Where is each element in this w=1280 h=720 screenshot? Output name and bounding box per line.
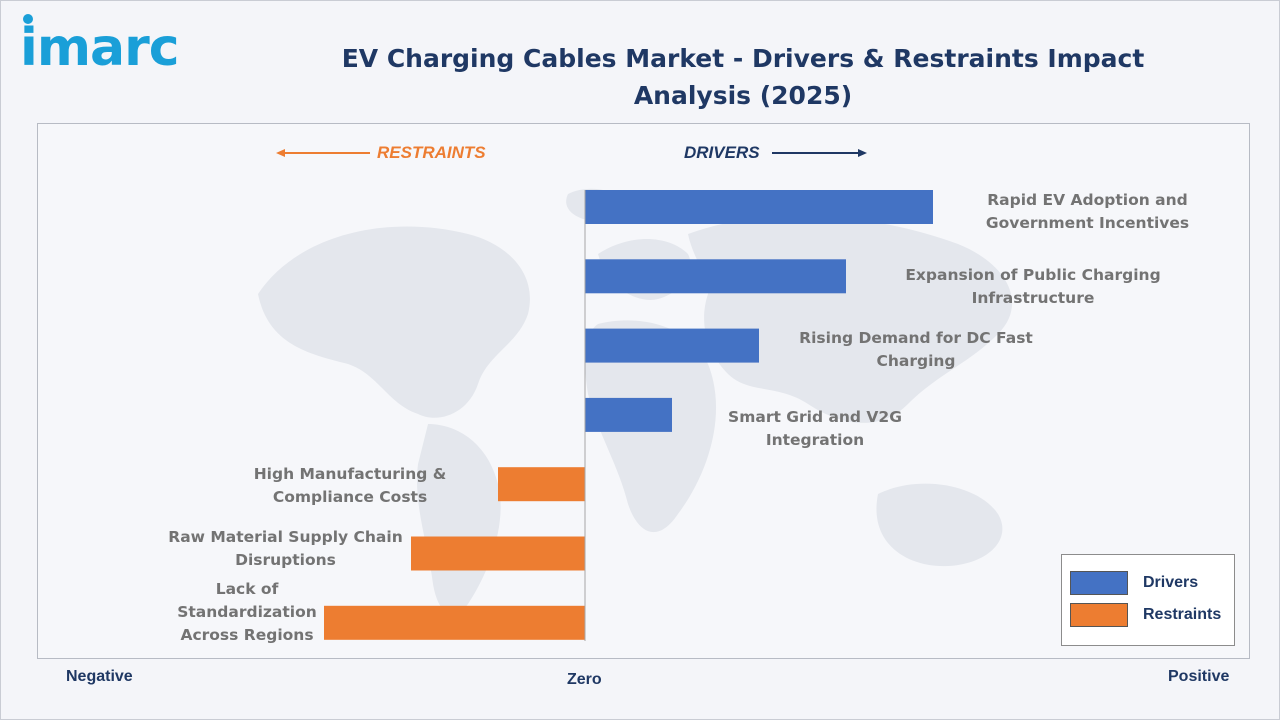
bar-restraint-7 <box>324 605 585 640</box>
legend-label-drivers: Drivers <box>1143 574 1199 591</box>
bar-label-1: Rapid EV Adoption and Government Incenti… <box>985 191 1190 232</box>
drivers-direction-label: DRIVERS <box>684 143 760 162</box>
bar-driver-4 <box>585 397 672 432</box>
bar-driver-3 <box>585 328 759 363</box>
logo-dot <box>23 14 33 24</box>
bar-label-7: Lack of Standardization Across Regions <box>177 580 317 644</box>
axis-negative-label: Negative <box>66 668 133 685</box>
axis-zero-label: Zero <box>567 671 602 688</box>
bar-restraint-6 <box>411 536 585 571</box>
legend-label-restraints: Restraints <box>1143 606 1222 623</box>
restraints-direction-label: RESTRAINTS <box>377 143 486 162</box>
legend-swatch-drivers <box>1070 571 1128 595</box>
bar-driver-1 <box>585 190 933 224</box>
chart-title: EV Charging Cables Market - Drivers & Re… <box>341 44 1145 110</box>
bar-label-4: Smart Grid and V2G Integration <box>728 408 902 449</box>
axis-positive-label: Positive <box>1168 668 1230 685</box>
bar-restraint-5 <box>498 467 585 502</box>
restraints-arrowhead <box>276 149 285 157</box>
bar-label-3: Rising Demand for DC Fast Charging <box>799 329 1033 370</box>
legend-item-restraints: Restraints <box>1070 603 1221 627</box>
bar-label-6: Raw Material Supply Chain Disruptions <box>168 528 403 569</box>
legend: Drivers Restraints <box>1061 554 1235 646</box>
bar-label-5: High Manufacturing & Compliance Costs <box>253 465 447 506</box>
imarc-logo: imarc <box>20 18 180 78</box>
drivers-arrowhead <box>858 149 867 157</box>
bar-label-2: Expansion of Public Charging Infrastruct… <box>905 266 1161 307</box>
legend-swatch-restraints <box>1070 603 1128 627</box>
bar-driver-2 <box>585 259 846 294</box>
legend-item-drivers: Drivers <box>1070 571 1198 595</box>
